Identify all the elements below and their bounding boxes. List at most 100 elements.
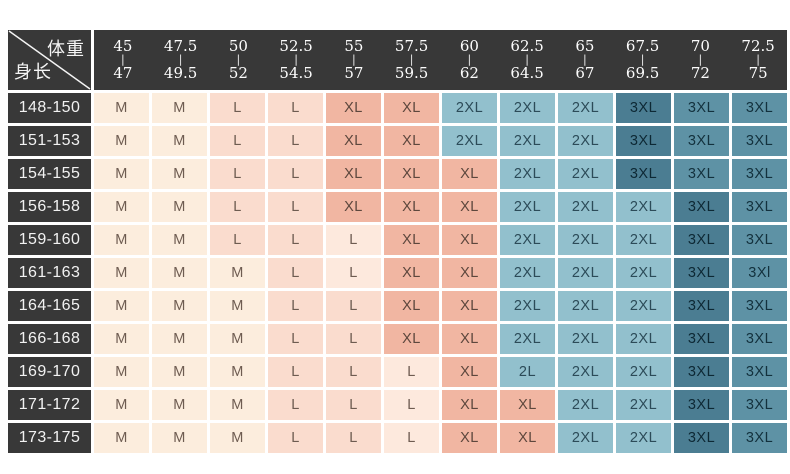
size-cell: XL bbox=[384, 324, 439, 354]
size-cell: M bbox=[94, 192, 149, 222]
size-cell: M bbox=[94, 159, 149, 189]
size-cell: 2XL bbox=[500, 192, 555, 222]
size-cell: M bbox=[152, 390, 207, 420]
weight-range-top: 57.5 bbox=[394, 37, 429, 56]
weight-column-header: 67.5 | 69.5 bbox=[614, 30, 672, 90]
size-cell: M bbox=[152, 357, 207, 387]
size-cell: 3XL bbox=[674, 390, 729, 420]
height-row-label: 148-150 bbox=[8, 93, 91, 123]
size-cell: 3XL bbox=[674, 126, 729, 156]
weight-range-separator: | bbox=[756, 53, 760, 67]
size-cell: XL bbox=[442, 390, 497, 420]
size-cell: L bbox=[210, 159, 265, 189]
size-cell: XL bbox=[442, 159, 497, 189]
size-cell: 2XL bbox=[442, 126, 497, 156]
weight-column-header: 62.5 | 64.5 bbox=[498, 30, 556, 90]
size-cell: L bbox=[268, 258, 323, 288]
size-cell: L bbox=[268, 126, 323, 156]
size-cell: M bbox=[152, 93, 207, 123]
weight-range-bottom: 54.5 bbox=[279, 63, 313, 82]
weight-range-bottom: 64.5 bbox=[510, 63, 544, 82]
weight-column-header: 57.5 | 59.5 bbox=[383, 30, 441, 90]
size-cell: M bbox=[94, 390, 149, 420]
size-cell: 2XL bbox=[558, 423, 613, 453]
size-cell: XL bbox=[442, 357, 497, 387]
height-row-label: 166-168 bbox=[8, 324, 91, 354]
size-cell: M bbox=[152, 225, 207, 255]
size-cell: 3XL bbox=[674, 159, 729, 189]
weight-range-separator: | bbox=[409, 53, 414, 67]
weight-range-bottom: 59.5 bbox=[394, 63, 429, 82]
weight-axis-label: 体重 bbox=[47, 39, 85, 60]
height-axis-label: 身长 bbox=[14, 62, 52, 83]
height-row-label: 171-172 bbox=[8, 390, 91, 420]
weight-column-header: 50 | 52 bbox=[210, 30, 268, 90]
size-cell: L bbox=[210, 225, 265, 255]
size-cell: 3XL bbox=[732, 126, 787, 156]
weight-range-bottom: 69.5 bbox=[625, 63, 660, 82]
size-cell: XL bbox=[442, 192, 497, 222]
size-cell: 2XL bbox=[616, 291, 671, 321]
size-cell: XL bbox=[442, 423, 497, 453]
weight-column-header: 47.5 | 49.5 bbox=[152, 30, 210, 90]
size-cell: L bbox=[326, 225, 381, 255]
height-row-label: 159-160 bbox=[8, 225, 91, 255]
size-cell: L bbox=[268, 159, 323, 189]
size-cell: XL bbox=[326, 126, 381, 156]
diagonal-divider-line bbox=[8, 30, 91, 90]
size-table: 体重 身长 45 | 47 47.5 | 49.5 50 | 52 52.5 | 54.5 55 | 57 5… bbox=[8, 30, 787, 453]
size-cell: 3XL bbox=[674, 192, 729, 222]
weight-range-separator: | bbox=[236, 53, 241, 67]
weight-range-top: 52.5 bbox=[279, 37, 313, 56]
weight-range-separator: | bbox=[352, 53, 356, 67]
weight-range-bottom: 75 bbox=[748, 63, 768, 82]
size-table-body: 148-150 M M L L XL XL 2XL 2XL 2XL 3XL 3XL 3XL 151-153… bbox=[8, 93, 787, 453]
size-cell: L bbox=[326, 258, 381, 288]
size-cell: L bbox=[326, 324, 381, 354]
size-cell: 2XL bbox=[558, 291, 613, 321]
size-cell: 2XL bbox=[616, 258, 671, 288]
size-cell: 3XL bbox=[732, 357, 787, 387]
size-cell: 2XL bbox=[558, 324, 613, 354]
size-cell: L bbox=[268, 423, 323, 453]
size-cell: 3XL bbox=[616, 159, 671, 189]
height-row-label: 169-170 bbox=[8, 357, 91, 387]
size-cell: M bbox=[210, 258, 265, 288]
table-header-row: 体重 身长 45 | 47 47.5 | 49.5 50 | 52 52.5 | 54.5 55 | 57 5… bbox=[8, 30, 787, 90]
size-cell: 3XL bbox=[732, 423, 787, 453]
size-cell: 3XL bbox=[674, 258, 729, 288]
weight-range-bottom: 52 bbox=[228, 63, 248, 82]
height-row-label: 164-165 bbox=[8, 291, 91, 321]
size-cell: XL bbox=[442, 291, 497, 321]
size-cell: M bbox=[94, 93, 149, 123]
size-cell: 2XL bbox=[616, 225, 671, 255]
weight-range-top: 65 bbox=[575, 37, 595, 56]
weight-range-bottom: 49.5 bbox=[163, 63, 198, 82]
corner-header-cell: 体重 身长 bbox=[8, 30, 91, 90]
weight-header-band: 45 | 47 47.5 | 49.5 50 | 52 52.5 | 54.5 55 | 57 57.5 | 59… bbox=[94, 30, 787, 90]
size-cell: M bbox=[210, 357, 265, 387]
size-cell: M bbox=[210, 390, 265, 420]
size-cell: XL bbox=[500, 423, 555, 453]
size-cell: 3XL bbox=[674, 93, 729, 123]
weight-column-header: 60 | 62 bbox=[441, 30, 499, 90]
size-cell: 3XL bbox=[732, 192, 787, 222]
size-cell: XL bbox=[326, 93, 381, 123]
weight-range-top: 62.5 bbox=[510, 37, 544, 56]
weight-range-top: 55 bbox=[344, 37, 364, 56]
size-cell: M bbox=[94, 324, 149, 354]
size-cell: L bbox=[384, 390, 439, 420]
size-cell: L bbox=[326, 390, 381, 420]
size-cell: L bbox=[268, 357, 323, 387]
size-cell: XL bbox=[500, 390, 555, 420]
weight-range-top: 60 bbox=[459, 37, 479, 56]
weight-column-header: 65 | 67 bbox=[556, 30, 614, 90]
size-cell: 2L bbox=[500, 357, 555, 387]
weight-column-header: 70 | 72 bbox=[672, 30, 730, 90]
height-row-label: 161-163 bbox=[8, 258, 91, 288]
weight-range-bottom: 67 bbox=[575, 63, 595, 82]
size-cell: M bbox=[94, 126, 149, 156]
size-cell: 3XL bbox=[674, 291, 729, 321]
weight-column-header: 52.5 | 54.5 bbox=[267, 30, 325, 90]
size-cell: L bbox=[268, 93, 323, 123]
